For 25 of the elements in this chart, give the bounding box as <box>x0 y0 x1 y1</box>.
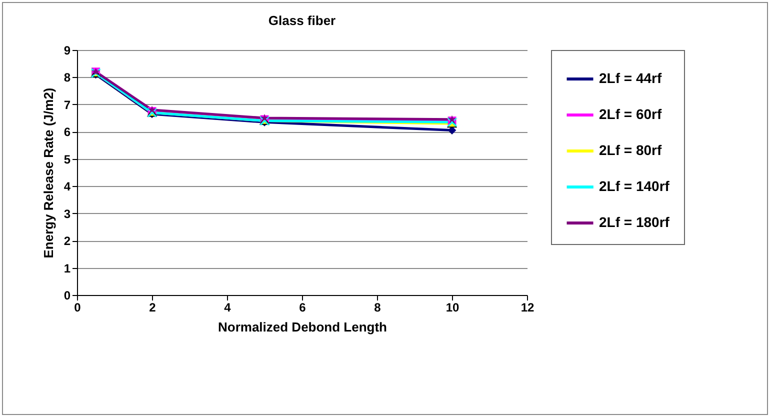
y-axis-title: Energy Release Rate (J/m2) <box>40 88 56 258</box>
legend-label: 2Lf = 180rf <box>599 214 670 230</box>
legend-label: 2Lf = 60rf <box>599 106 662 122</box>
x-tick-label: 0 <box>74 300 82 314</box>
x-tick-label: 6 <box>299 300 306 314</box>
y-tick-label: 4 <box>64 180 71 194</box>
legend-label: 2Lf = 140rf <box>599 178 670 194</box>
y-tick-label: 7 <box>64 98 71 112</box>
y-tick-label: 0 <box>64 288 71 302</box>
y-tick-label: 8 <box>64 70 71 85</box>
x-tick-label: 2 <box>149 300 156 314</box>
y-tick-label: 3 <box>64 206 71 221</box>
x-tick-label: 4 <box>224 300 232 314</box>
x-tick-label: 8 <box>374 300 382 314</box>
y-tick-label: 1 <box>64 261 71 276</box>
y-tick-label: 6 <box>64 125 71 140</box>
y-tick-label: 9 <box>64 44 71 58</box>
x-axis-title: Normalized Debond Length <box>218 320 388 334</box>
x-tick-label: 10 <box>446 300 460 314</box>
y-tick-label: 2 <box>64 234 71 248</box>
y-tick-label: 5 <box>64 152 71 166</box>
chart-title: Glass fiber <box>268 13 336 28</box>
legend-label: 2Lf = 44rf <box>599 70 662 86</box>
legend-label: 2Lf = 80rf <box>599 142 662 158</box>
x-tick-label: 12 <box>520 300 534 314</box>
